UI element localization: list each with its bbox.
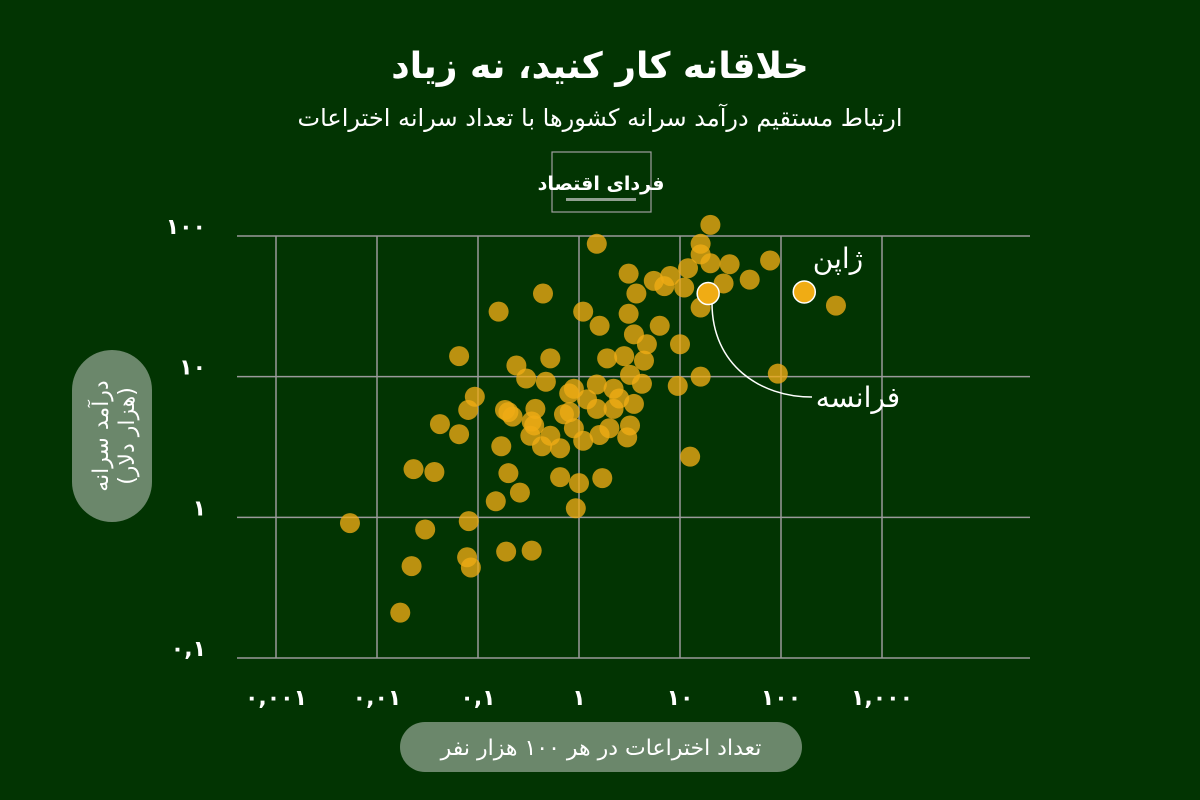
data-point bbox=[618, 303, 639, 324]
chart-subtitle: ارتباط مستقیم درآمد سرانه کشورها با تعدا… bbox=[298, 103, 903, 132]
data-point bbox=[458, 511, 479, 532]
data-point bbox=[719, 254, 740, 275]
data-point bbox=[449, 346, 470, 367]
france-label: فرانسه bbox=[816, 381, 900, 414]
data-point bbox=[516, 368, 537, 389]
x-tick-label: ۰,۱ bbox=[460, 686, 495, 711]
brand-logo: فردای اقتصاد bbox=[538, 151, 665, 213]
france-leader-line bbox=[711, 302, 813, 398]
data-point bbox=[739, 269, 760, 290]
data-point bbox=[603, 398, 624, 419]
data-point bbox=[670, 334, 690, 355]
x-tick-label: ۰,۰۰۱ bbox=[245, 686, 307, 711]
data-point bbox=[599, 418, 620, 439]
data-point bbox=[540, 348, 561, 369]
data-point bbox=[339, 513, 360, 534]
data-point bbox=[573, 430, 594, 451]
x-tick-label: ۰,۰۱ bbox=[353, 686, 402, 711]
data-point bbox=[700, 253, 721, 274]
data-point bbox=[586, 233, 607, 254]
y-tick-label: ۱ bbox=[193, 496, 206, 521]
data-point bbox=[586, 374, 607, 395]
highlighted-points bbox=[696, 280, 817, 306]
data-point bbox=[509, 482, 530, 503]
data-point bbox=[550, 467, 571, 488]
data-point bbox=[597, 348, 618, 369]
data-point bbox=[589, 315, 610, 336]
data-point bbox=[614, 346, 635, 367]
y-axis-label: درآمد سرانه bbox=[87, 380, 114, 491]
data-point bbox=[667, 375, 688, 396]
data-point bbox=[674, 277, 695, 298]
y-tick-labels: ۱۰۰ ۱۰ ۱ ۰,۱ bbox=[166, 215, 206, 662]
data-point bbox=[760, 250, 781, 271]
data-point bbox=[631, 373, 652, 394]
data-point bbox=[677, 258, 698, 279]
data-point bbox=[524, 415, 545, 436]
data-point bbox=[654, 276, 675, 297]
data-point bbox=[403, 459, 424, 480]
data-point bbox=[550, 438, 571, 459]
y-axis-label-pill: درآمد سرانه (هزار دلار) bbox=[72, 350, 152, 522]
data-point bbox=[498, 463, 519, 484]
data-point bbox=[401, 556, 422, 577]
data-point bbox=[636, 334, 657, 355]
y-axis-unit: (هزار دلار) bbox=[115, 387, 140, 485]
x-axis-label: تعداد اختراعات در هر ۱۰۰ هزار نفر bbox=[440, 736, 762, 761]
data-point bbox=[458, 399, 479, 420]
chart-title: خلاقانه کار کنید، نه زیاد bbox=[391, 46, 808, 87]
data-point bbox=[680, 446, 701, 467]
data-point bbox=[617, 427, 638, 448]
data-point bbox=[559, 383, 580, 404]
y-tick-label: ۱۰۰ bbox=[166, 215, 206, 240]
data-point bbox=[573, 301, 594, 322]
logo-text: فردای اقتصاد bbox=[538, 173, 665, 195]
x-tick-label: ۱ bbox=[572, 686, 585, 711]
x-tick-label: ۱,۰۰۰ bbox=[851, 686, 913, 711]
data-point bbox=[485, 491, 506, 512]
data-point bbox=[415, 519, 436, 540]
data-point bbox=[553, 404, 574, 425]
data-point bbox=[488, 301, 509, 322]
data-point bbox=[535, 371, 556, 392]
data-point bbox=[521, 540, 542, 561]
data-point bbox=[449, 424, 470, 445]
data-point bbox=[825, 295, 846, 316]
y-tick-label: ۰,۱ bbox=[171, 637, 206, 662]
data-point bbox=[424, 462, 445, 483]
data-point bbox=[586, 398, 607, 419]
data-points bbox=[339, 214, 846, 623]
data-point bbox=[649, 315, 670, 336]
data-point bbox=[429, 414, 450, 435]
data-point bbox=[690, 366, 711, 387]
x-tick-label: ۱۰۰ bbox=[761, 686, 801, 711]
data-point bbox=[592, 468, 613, 489]
data-point bbox=[626, 283, 647, 304]
data-point bbox=[532, 283, 553, 304]
y-tick-label: ۱۰ bbox=[179, 356, 206, 381]
data-point bbox=[623, 393, 644, 414]
x-tick-label: ۱۰ bbox=[667, 686, 694, 711]
data-point bbox=[460, 557, 481, 578]
data-point bbox=[767, 363, 788, 384]
data-point bbox=[569, 473, 589, 494]
data-point bbox=[390, 602, 411, 623]
x-tick-labels: ۰,۰۰۱ ۰,۰۱ ۰,۱ ۱ ۱۰ ۱۰۰ ۱,۰۰۰ bbox=[245, 686, 913, 711]
data-point bbox=[491, 436, 512, 457]
data-point bbox=[565, 498, 586, 519]
x-axis-label-pill: تعداد اختراعات در هر ۱۰۰ هزار نفر bbox=[400, 722, 802, 772]
japan-label: ژاپن bbox=[813, 242, 863, 275]
data-point bbox=[700, 214, 721, 235]
data-point bbox=[618, 263, 639, 284]
data-point bbox=[498, 402, 519, 423]
data-point bbox=[496, 541, 517, 562]
grid-lines bbox=[237, 235, 1030, 659]
highlighted-point bbox=[696, 281, 720, 306]
highlighted-point bbox=[792, 280, 817, 304]
data-point bbox=[633, 350, 654, 371]
